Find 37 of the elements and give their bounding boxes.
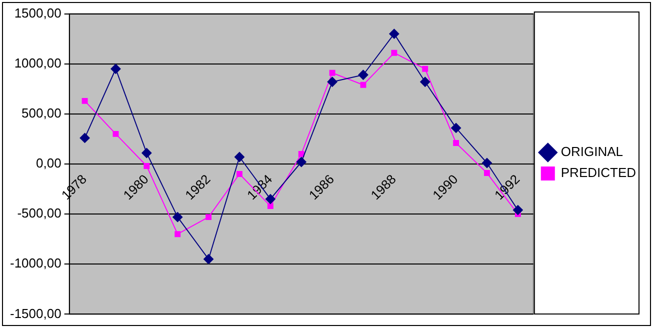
point — [206, 214, 212, 220]
point — [110, 64, 121, 74]
point — [451, 122, 462, 133]
point — [482, 158, 492, 168]
point — [484, 170, 490, 176]
point — [298, 151, 304, 157]
legend-label: ORIGINAL — [560, 144, 624, 160]
point — [144, 163, 150, 169]
y-tick-label: 500,00 — [22, 106, 62, 121]
y-tick-label: -1000,00 — [10, 256, 62, 271]
point — [360, 82, 366, 88]
point — [453, 140, 460, 146]
point — [204, 254, 214, 264]
point — [112, 130, 119, 137]
point — [80, 132, 90, 143]
point — [391, 50, 398, 56]
y-tick-label: -1500,00 — [10, 306, 62, 321]
point — [329, 70, 336, 76]
point — [234, 152, 244, 162]
point — [267, 203, 274, 210]
point — [296, 157, 306, 167]
point — [420, 76, 430, 87]
y-tick-label: -500,00 — [17, 206, 62, 221]
point — [512, 205, 523, 216]
point — [358, 70, 368, 80]
point — [174, 231, 181, 238]
y-tick-label: 1000,00 — [14, 55, 62, 70]
y-tick-label: 1500,00 — [14, 5, 62, 20]
y-tick-label: 0,00 — [36, 156, 62, 171]
point — [327, 76, 338, 87]
point — [422, 66, 428, 72]
point — [236, 171, 242, 177]
point — [82, 98, 88, 104]
point — [142, 148, 152, 158]
point — [172, 212, 183, 222]
point — [389, 28, 400, 39]
legend-label: PREDICTED — [560, 165, 636, 180]
